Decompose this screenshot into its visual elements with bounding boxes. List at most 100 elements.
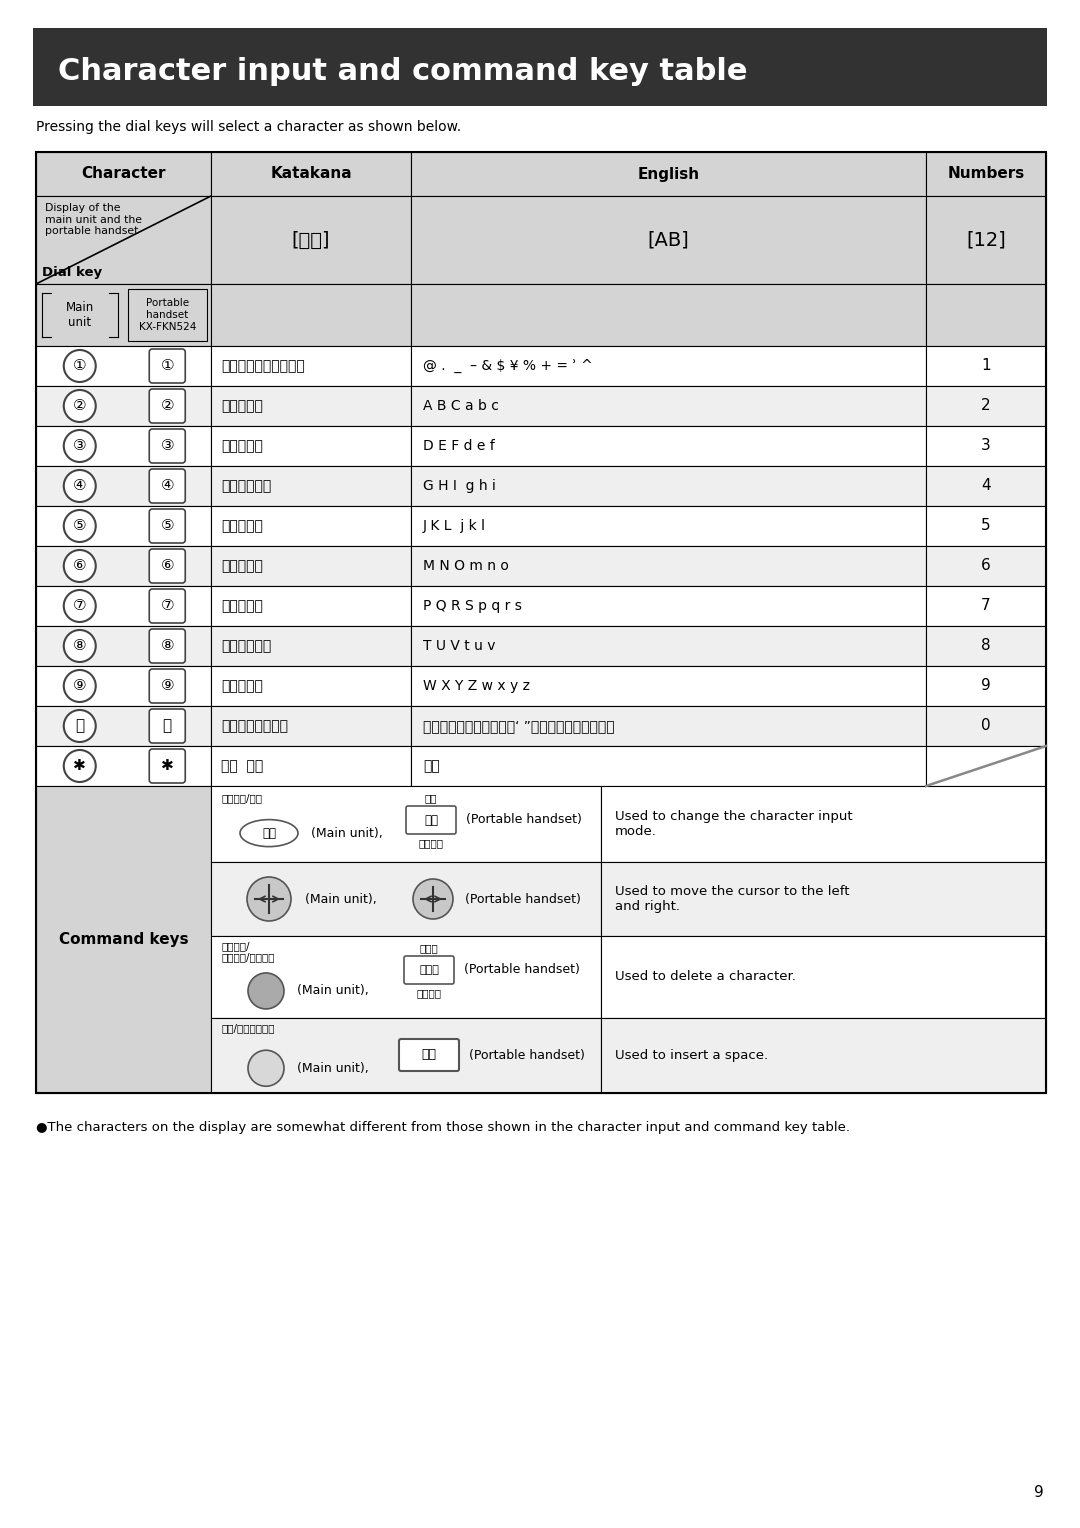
FancyBboxPatch shape <box>926 284 1047 345</box>
Text: 0: 0 <box>982 718 990 733</box>
Text: Command keys: Command keys <box>58 932 188 947</box>
FancyBboxPatch shape <box>406 805 456 834</box>
FancyBboxPatch shape <box>211 626 411 666</box>
Text: 2: 2 <box>982 399 990 414</box>
Text: ⑦: ⑦ <box>161 599 174 614</box>
FancyBboxPatch shape <box>211 466 411 506</box>
Circle shape <box>64 390 96 422</box>
Text: 6: 6 <box>981 559 990 573</box>
Text: 9: 9 <box>981 678 990 694</box>
Text: ⑦: ⑦ <box>73 599 86 614</box>
Text: 1: 1 <box>982 359 990 373</box>
FancyBboxPatch shape <box>36 545 211 587</box>
FancyBboxPatch shape <box>149 348 186 384</box>
Text: Used to insert a space.: Used to insert a space. <box>615 1050 768 1062</box>
FancyBboxPatch shape <box>926 666 1047 706</box>
Text: ③: ③ <box>73 439 86 454</box>
Ellipse shape <box>240 819 298 847</box>
Text: English: English <box>637 167 700 182</box>
Text: ⑥: ⑥ <box>73 559 86 573</box>
Text: ⓪: ⓪ <box>163 718 172 733</box>
Text: Used to change the character input
mode.: Used to change the character input mode. <box>615 810 852 837</box>
FancyBboxPatch shape <box>36 345 211 387</box>
Text: ⑥: ⑥ <box>161 559 174 573</box>
Text: 文字切替: 文字切替 <box>419 837 444 848</box>
Circle shape <box>247 877 291 921</box>
Text: M N O m n o: M N O m n o <box>423 559 509 573</box>
FancyBboxPatch shape <box>926 196 1047 284</box>
Text: Display of the
main unit and the
portable handset: Display of the main unit and the portabl… <box>45 203 141 237</box>
Circle shape <box>64 550 96 582</box>
Text: ⓪: ⓪ <box>76 718 84 733</box>
Text: ●The characters on the display are somewhat different from those shown in the ch: ●The characters on the display are somew… <box>36 1122 850 1134</box>
Text: 内線: 内線 <box>262 827 276 839</box>
Text: ④: ④ <box>161 478 174 494</box>
FancyBboxPatch shape <box>926 706 1047 746</box>
FancyBboxPatch shape <box>36 426 211 466</box>
Text: Used to delete a character.: Used to delete a character. <box>615 970 796 984</box>
Text: ナニヌネノ: ナニヌネノ <box>221 520 262 533</box>
Text: Portable
handset
KX-FKN524: Portable handset KX-FKN524 <box>138 298 195 332</box>
Text: P Q R S p q r s: P Q R S p q r s <box>423 599 522 613</box>
FancyBboxPatch shape <box>411 506 926 545</box>
Text: 保留: 保留 <box>421 1048 436 1062</box>
Circle shape <box>64 471 96 503</box>
FancyBboxPatch shape <box>411 151 926 196</box>
Text: D E F d e f: D E F d e f <box>423 439 495 452</box>
Text: (Portable handset): (Portable handset) <box>465 813 582 827</box>
FancyBboxPatch shape <box>411 345 926 387</box>
FancyBboxPatch shape <box>211 387 411 426</box>
FancyBboxPatch shape <box>600 1018 1047 1093</box>
FancyBboxPatch shape <box>36 466 211 506</box>
Text: Used to move the cursor to the left
and right.: Used to move the cursor to the left and … <box>615 885 850 914</box>
FancyBboxPatch shape <box>411 626 926 666</box>
FancyBboxPatch shape <box>149 549 186 584</box>
Circle shape <box>248 1050 284 1086</box>
FancyBboxPatch shape <box>36 785 211 1093</box>
Text: ✱: ✱ <box>161 758 174 773</box>
FancyBboxPatch shape <box>399 1039 459 1071</box>
FancyBboxPatch shape <box>926 746 1047 785</box>
FancyBboxPatch shape <box>926 151 1047 196</box>
Text: ⑨: ⑨ <box>161 678 174 694</box>
Text: 9: 9 <box>1035 1485 1044 1500</box>
Circle shape <box>248 973 284 1008</box>
Text: 7: 7 <box>982 599 990 614</box>
Circle shape <box>64 669 96 701</box>
FancyBboxPatch shape <box>211 862 600 937</box>
FancyBboxPatch shape <box>211 1018 600 1093</box>
FancyBboxPatch shape <box>211 196 411 284</box>
Text: アイウエオアィウェォ: アイウエオアィウェォ <box>221 359 305 373</box>
Text: ⑤: ⑤ <box>73 518 86 533</box>
FancyBboxPatch shape <box>411 706 926 746</box>
FancyBboxPatch shape <box>926 587 1047 626</box>
Circle shape <box>64 750 96 782</box>
Text: ⑨: ⑨ <box>73 678 86 694</box>
FancyBboxPatch shape <box>926 466 1047 506</box>
Text: Character input and command key table: Character input and command key table <box>58 58 747 87</box>
Text: [カナ]: [カナ] <box>292 231 330 249</box>
Text: ✱: ✱ <box>73 758 86 773</box>
FancyBboxPatch shape <box>211 545 411 587</box>
Circle shape <box>64 711 96 743</box>
Text: (Main unit),: (Main unit), <box>297 1062 368 1074</box>
Text: J K L  j k l: J K L j k l <box>423 520 486 533</box>
FancyBboxPatch shape <box>600 937 1047 1018</box>
FancyBboxPatch shape <box>149 509 186 542</box>
FancyBboxPatch shape <box>211 587 411 626</box>
FancyBboxPatch shape <box>211 785 600 862</box>
Text: @ .  _  – & $ ¥ % + = ʾ ^: @ . _ – & $ ¥ % + = ʾ ^ <box>423 359 593 373</box>
Text: ②: ② <box>161 399 174 414</box>
Text: サシスセソ: サシスセソ <box>221 439 262 452</box>
Text: (Main unit),: (Main unit), <box>297 984 368 998</box>
Circle shape <box>413 879 453 918</box>
Text: [AB]: [AB] <box>648 231 689 249</box>
Text: ハヒフヘホ: ハヒフヘホ <box>221 559 262 573</box>
Text: 保留/着番メモリー: 保留/着番メモリー <box>221 1024 274 1033</box>
FancyBboxPatch shape <box>926 387 1047 426</box>
FancyBboxPatch shape <box>149 390 186 423</box>
Text: ①: ① <box>73 359 86 373</box>
Text: (Portable handset): (Portable handset) <box>465 892 581 906</box>
Text: 8: 8 <box>982 639 990 654</box>
Text: 内線: 内線 <box>424 793 437 804</box>
